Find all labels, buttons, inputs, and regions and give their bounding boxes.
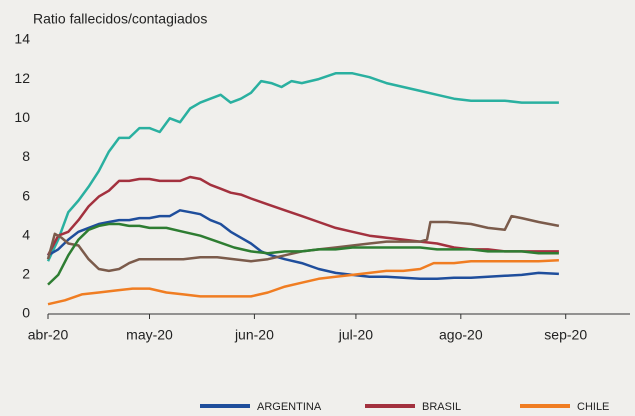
x-tick-label: jul-20 [338,327,373,343]
y-tick-label: 12 [14,70,30,86]
series-line [46,214,560,273]
y-axis-label: Ratio fallecidos/contagiados [33,11,207,27]
series-line [47,209,559,281]
y-tick-label: 14 [14,31,30,47]
y-tick-label: 6 [22,187,30,203]
x-tick-label: abr-20 [28,327,69,343]
y-tick-label: 2 [22,266,30,282]
series-line [47,258,559,306]
x-tick-label: ago-20 [439,327,483,343]
x-tick-label: sep-20 [544,327,587,343]
y-tick-label: 0 [22,305,30,321]
legend-label: CHILE [577,401,609,413]
y-tick-label: 8 [22,148,30,164]
series-line [46,72,559,262]
y-tick-label: 10 [14,109,30,125]
x-tick-label: jun-20 [234,327,274,343]
legend-label: ARGENTINA [257,401,322,413]
series-line [46,175,559,256]
x-tick-label: may-20 [126,327,173,343]
legend-label: BRASIL [422,401,461,413]
y-tick-label: 4 [22,226,30,242]
series-line [47,222,559,286]
